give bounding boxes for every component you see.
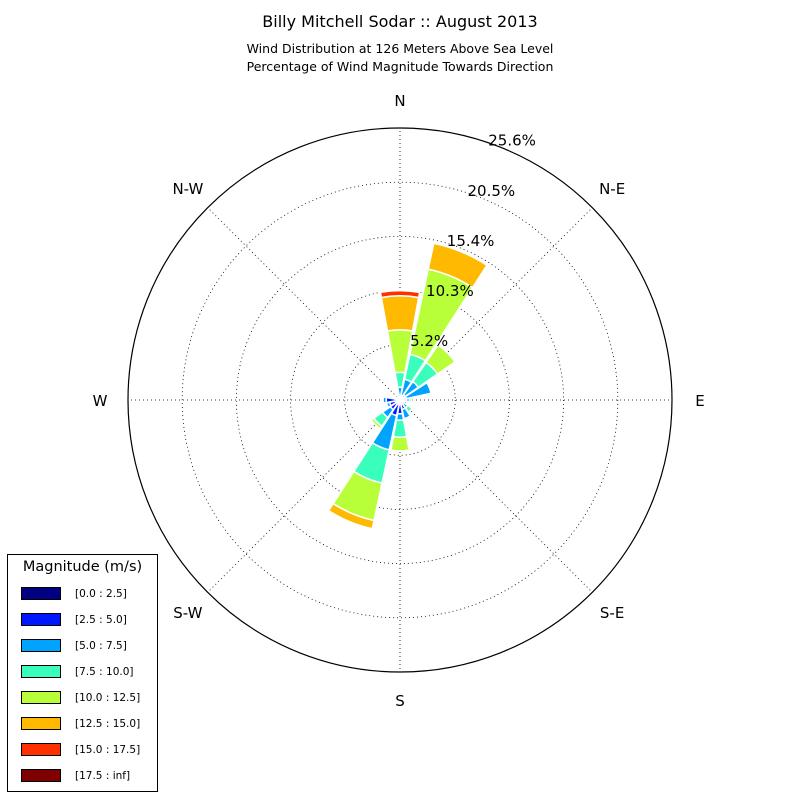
legend-swatch bbox=[21, 665, 61, 678]
outer-circle bbox=[127, 127, 673, 673]
grid-spoke bbox=[399, 207, 593, 401]
legend-item: [10.0 : 12.5] bbox=[21, 691, 156, 707]
wind-bar-W-bin-1 bbox=[385, 396, 401, 404]
compass-label-e: E bbox=[695, 392, 704, 410]
wind-bar-NNW-bin-0 bbox=[398, 398, 401, 401]
grid-spoke bbox=[207, 399, 401, 593]
chart-title: Billy Mitchell Sodar :: August 2013 bbox=[262, 12, 538, 31]
legend-item: [12.5 : 15.0] bbox=[21, 717, 156, 733]
wind-rose-labels: 5.2% 10.3% 15.4% 20.5% 25.6% N N-E E S-E S S-W W N-W bbox=[93, 92, 705, 710]
legend-swatch bbox=[21, 639, 61, 652]
wind-bar-N-bin-4 bbox=[386, 329, 414, 401]
compass-label-n-e: N-E bbox=[599, 180, 625, 198]
legend-swatch bbox=[21, 613, 61, 626]
legend-label: [0.0 : 2.5] bbox=[75, 588, 127, 600]
legend-item: [5.0 : 7.5] bbox=[21, 639, 156, 655]
radial-tick-label: 20.5% bbox=[468, 182, 516, 200]
compass-label-s-w: S-W bbox=[173, 604, 202, 622]
legend-swatch bbox=[21, 587, 61, 600]
compass-label-n-w: N-W bbox=[172, 180, 203, 198]
grid-circle bbox=[235, 235, 565, 565]
legend-label: [17.5 : inf] bbox=[75, 770, 131, 782]
compass-label-n: N bbox=[394, 92, 405, 110]
chart-subtitle-line-2: Percentage of Wind Magnitude Towards Dir… bbox=[246, 59, 554, 74]
compass-label-w: W bbox=[93, 392, 108, 410]
compass-label-s: S bbox=[395, 692, 405, 710]
legend-label: [15.0 : 17.5] bbox=[75, 744, 141, 756]
legend-swatch bbox=[21, 717, 61, 730]
radial-tick-label: 10.3% bbox=[426, 282, 474, 300]
radial-tick-label: 25.6% bbox=[488, 132, 536, 150]
grid-circle bbox=[290, 290, 510, 510]
radial-tick-label: 5.2% bbox=[410, 332, 448, 350]
legend-swatch bbox=[21, 743, 61, 756]
legend-label: [5.0 : 7.5] bbox=[75, 640, 127, 652]
radial-tick-label: 15.4% bbox=[447, 232, 495, 250]
compass-label-s-e: S-E bbox=[600, 604, 624, 622]
legend-label: [10.0 : 12.5] bbox=[75, 692, 141, 704]
legend-item: [7.5 : 10.0] bbox=[21, 665, 156, 681]
grid-spoke bbox=[207, 207, 401, 401]
legend: Magnitude (m/s) [0.0 : 2.5] [2.5 : 5.0] … bbox=[7, 554, 158, 792]
legend-label: [2.5 : 5.0] bbox=[75, 614, 127, 626]
polar-grid bbox=[127, 127, 673, 673]
legend-item: [2.5 : 5.0] bbox=[21, 613, 156, 629]
legend-label: [12.5 : 15.0] bbox=[75, 718, 141, 730]
legend-swatch bbox=[21, 691, 61, 704]
legend-label: [7.5 : 10.0] bbox=[75, 666, 134, 678]
legend-title: Magnitude (m/s) bbox=[22, 559, 143, 575]
legend-item: [15.0 : 17.5] bbox=[21, 743, 156, 759]
legend-swatch bbox=[21, 769, 61, 782]
wind-rose-bars bbox=[327, 242, 489, 530]
wind-bar-ENE-bin-2 bbox=[399, 381, 433, 401]
chart-subtitle-line-1: Wind Distribution at 126 Meters Above Se… bbox=[246, 41, 554, 56]
legend-item: [17.5 : inf] bbox=[21, 769, 156, 785]
grid-circle bbox=[344, 344, 456, 456]
grid-circle bbox=[181, 181, 619, 619]
wind-bar-N-bin-3 bbox=[394, 371, 406, 401]
grid-spoke bbox=[399, 399, 593, 593]
legend-item: [0.0 : 2.5] bbox=[21, 587, 156, 603]
